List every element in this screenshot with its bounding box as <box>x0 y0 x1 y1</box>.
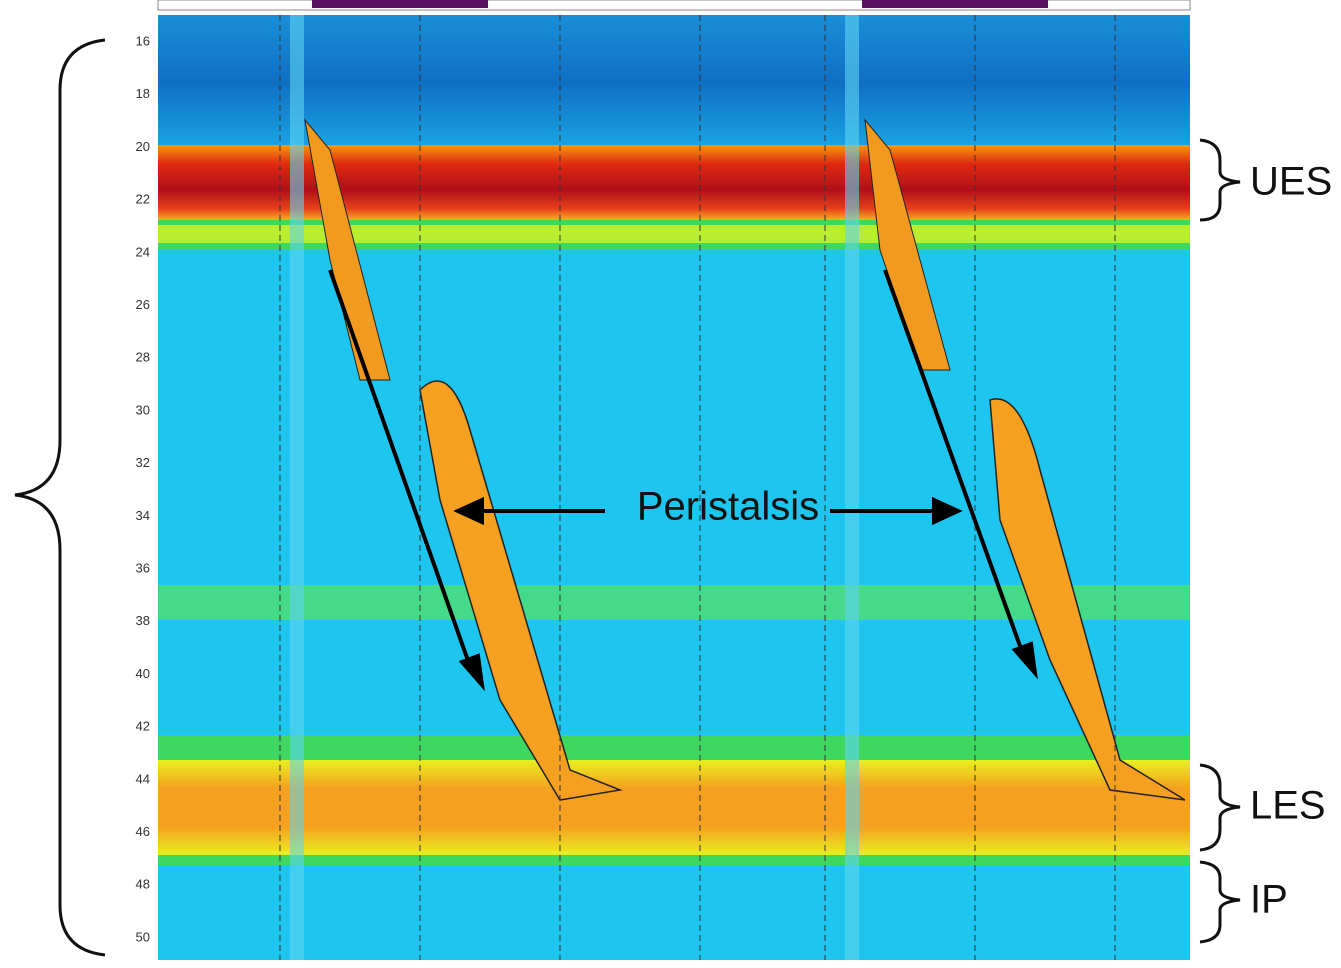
depth-tick-label: 48 <box>136 877 150 892</box>
braces <box>14 38 1241 957</box>
depth-tick-label: 34 <box>136 508 150 523</box>
depth-tick-label: 40 <box>136 666 150 681</box>
depth-axis: 16 18 20 22 24 26 28 30 32 34 36 38 40 42 44 46 48 50 <box>136 33 150 944</box>
arrows <box>328 269 1038 692</box>
depth-tick-label: 24 <box>136 244 150 259</box>
heatmap <box>158 15 1190 960</box>
depth-tick-label: 30 <box>136 402 150 417</box>
swallow-marker <box>862 0 1048 8</box>
depth-tick-label: 20 <box>136 139 150 154</box>
depth-tick-label: 42 <box>136 719 150 734</box>
swallow-marker <box>312 0 488 8</box>
depth-tick-label: 38 <box>136 613 150 628</box>
depth-tick-label: 44 <box>136 771 150 786</box>
les-label: LES <box>1250 784 1326 828</box>
depth-tick-label: 46 <box>136 824 150 839</box>
depth-tick-label: 26 <box>136 297 150 312</box>
ip-label: IP <box>1250 878 1288 922</box>
depth-tick-label: 32 <box>136 455 150 470</box>
top-strip <box>157 0 1191 11</box>
depth-tick-label: 50 <box>136 929 150 944</box>
depth-tick-label: 36 <box>136 560 150 575</box>
ues-label: UES <box>1250 160 1332 204</box>
depth-tick-label: 16 <box>136 33 150 48</box>
depth-tick-label: 28 <box>136 350 150 365</box>
peristalsis-label: Peristalsis <box>637 485 819 529</box>
depth-tick-label: 22 <box>136 192 150 207</box>
depth-tick-label: 18 <box>136 86 150 101</box>
